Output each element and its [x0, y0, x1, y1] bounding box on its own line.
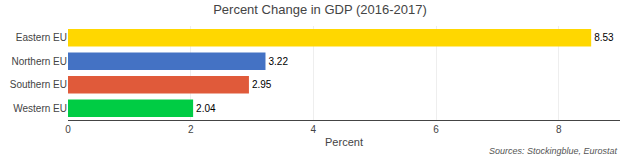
- svg-text:Percent Change in GDP (2016-20: Percent Change in GDP (2016-2017): [213, 2, 427, 17]
- svg-text:8.53: 8.53: [594, 32, 614, 43]
- svg-text:Sources: Stockingblue, Eurosta: Sources: Stockingblue, Eurostat: [489, 146, 618, 156]
- svg-text:3.22: 3.22: [268, 56, 288, 67]
- svg-text:Northern EU: Northern EU: [11, 56, 67, 67]
- svg-text:Eastern EU: Eastern EU: [16, 32, 67, 43]
- svg-text:Southern EU: Southern EU: [10, 79, 67, 90]
- svg-text:2.04: 2.04: [196, 103, 216, 114]
- svg-text:6: 6: [433, 124, 439, 135]
- svg-text:4: 4: [311, 124, 317, 135]
- svg-text:Western EU: Western EU: [13, 103, 67, 114]
- svg-text:8: 8: [556, 124, 562, 135]
- svg-text:2.95: 2.95: [252, 79, 272, 90]
- svg-text:2: 2: [188, 124, 194, 135]
- svg-text:0: 0: [65, 124, 71, 135]
- svg-text:Percent: Percent: [325, 136, 363, 148]
